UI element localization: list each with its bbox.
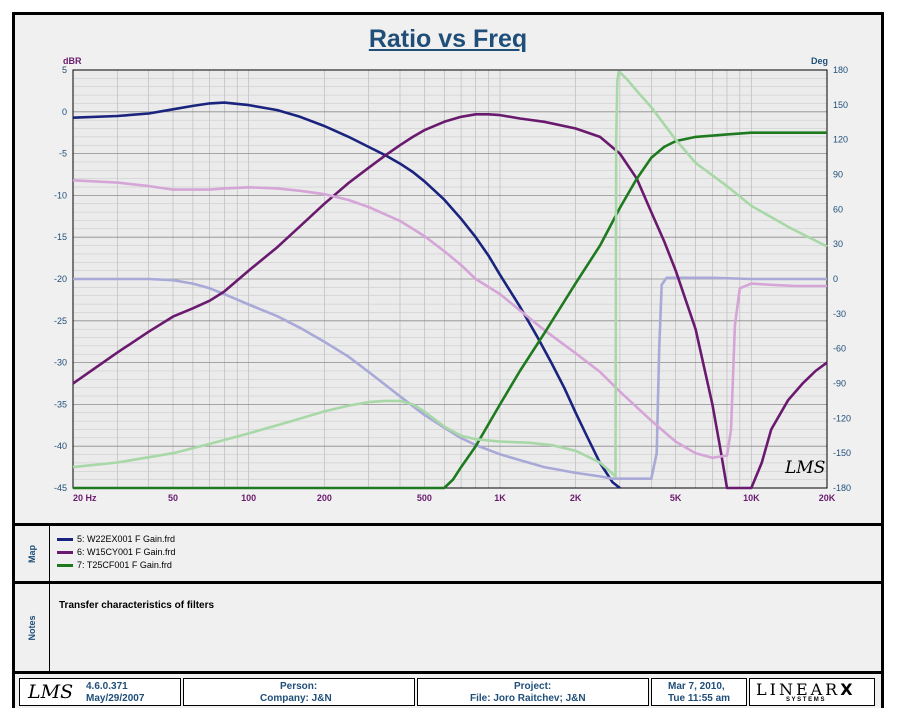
footer-brand-cell: LINEARX S Y S T E M S — [749, 678, 875, 706]
y-tick-label-left: -20 — [54, 274, 67, 284]
y-tick-label-right: -120 — [833, 413, 851, 423]
map-entry: 6: W15CY001 F Gain.frd — [57, 547, 176, 557]
footer-brand-sub: S Y S T E M S — [786, 697, 825, 703]
y-tick-label-right: -180 — [833, 483, 851, 493]
y-tick-label-right: -30 — [833, 309, 846, 319]
map-entry-label: 7: T25CF001 F Gain.frd — [77, 560, 172, 570]
chart-area: Ratio vs Freq 20 Hz 50 100 200 500 1K 2K 5K 10K 2… — [15, 15, 881, 523]
y-tick-label-right: 180 — [833, 65, 848, 75]
y-tick-label-left: 5 — [62, 65, 67, 75]
footer-version-date: May/29/2007 — [86, 693, 145, 704]
footer-project-cell: Project: File: Joro Raitchev; J&N — [417, 678, 649, 706]
map-entry-label: 5: W22EX001 F Gain.frd — [77, 534, 176, 544]
y-tick-label-right: 150 — [833, 100, 848, 110]
y-axis-label-right: Deg — [811, 56, 828, 66]
y-tick-label-right: 60 — [833, 204, 843, 214]
footer-brand-x: X — [840, 680, 856, 699]
series-layer — [72, 71, 828, 490]
map-entry: 7: T25CF001 F Gain.frd — [57, 560, 172, 570]
footer-person-label: Person: — [280, 681, 318, 692]
x-tick-label: 500 — [417, 493, 432, 503]
footer-version-cell: LMS 4.6.0.371 May/29/2007 — [19, 678, 181, 706]
x-tick-label: 10K — [743, 493, 760, 503]
y-tick-label-right: 90 — [833, 170, 843, 180]
map-entry-label: 6: W15CY001 F Gain.frd — [77, 547, 176, 557]
map-panel-label: Map — [27, 544, 37, 563]
x-tick-label: 5K — [670, 493, 682, 503]
ratio-vs-freq-chart: 20 Hz 50 100 200 500 1K 2K 5K 10K 20K50-5-10-15-2… — [54, 56, 851, 503]
svg-text:LMS: LMS — [784, 458, 825, 478]
y-axis-label-left: dBR — [63, 56, 82, 66]
y-tick-label-left: -45 — [54, 483, 67, 493]
footer-time: Tue 11:55 am — [668, 693, 731, 704]
map-panel-tab: Map — [15, 526, 50, 581]
chart-title: Ratio vs Freq — [368, 25, 528, 53]
lms-watermark-logo: LMS — [784, 458, 825, 478]
footer-company: Company: J&N — [260, 693, 332, 704]
series-line — [72, 113, 828, 490]
y-tick-label-right: 120 — [833, 135, 848, 145]
y-tick-label-right: 30 — [833, 239, 843, 249]
y-tick-label-left: -40 — [54, 441, 67, 451]
notes-text: Transfer characteristics of filters — [59, 600, 215, 611]
report-frame: Ratio vs Freq 20 Hz 50 100 200 500 1K 2K 5K 10K 2… — [12, 12, 884, 708]
map-entry-swatch — [57, 550, 73, 554]
footer-version: 4.6.0.371 — [86, 681, 128, 692]
y-tick-label-right: -150 — [833, 448, 851, 458]
footer-date: Mar 7, 2010, — [668, 681, 725, 692]
tick-label-layer: 20 Hz 50 100 200 500 1K 2K 5K 10K 20K50-5-10-15-2… — [54, 65, 851, 503]
series-line — [73, 276, 827, 480]
y-tick-label-left: 0 — [62, 107, 67, 117]
x-tick-label: 50 — [168, 493, 178, 503]
footer-file: File: Joro Raitchev; J&N — [470, 693, 586, 704]
x-tick-label: 100 — [241, 493, 256, 503]
footer-project-label: Project: — [514, 681, 552, 692]
map-entry-swatch — [57, 537, 73, 541]
footer-lms-logo: LMS — [28, 681, 74, 703]
series-line — [73, 131, 827, 490]
footer: LMS 4.6.0.371 May/29/2007 Person: Compan… — [15, 671, 881, 708]
footer-brand-text: LINEAR — [756, 680, 841, 699]
notes-panel-label: Notes — [27, 614, 37, 641]
x-tick-label: 1K — [494, 493, 506, 503]
y-tick-label-left: -5 — [59, 149, 67, 159]
series-line — [72, 101, 621, 490]
y-tick-label-right: -60 — [833, 344, 846, 354]
map-panel: Map 5: W22EX001 F Gain.frd 6: W15CY001 F… — [15, 523, 881, 581]
map-entry: 5: W22EX001 F Gain.frd — [57, 534, 175, 544]
footer-person-cell: Person: Company: J&N — [183, 678, 415, 706]
notes-panel: Notes Transfer characteristics of filter… — [15, 581, 881, 671]
x-tick-label: 200 — [317, 493, 332, 503]
y-tick-label-left: -25 — [54, 316, 67, 326]
map-entry-swatch — [57, 563, 73, 567]
y-tick-label-right: -90 — [833, 379, 846, 389]
y-tick-label-left: -10 — [54, 190, 67, 200]
x-tick-label: 20K — [819, 493, 836, 503]
series-line — [72, 71, 828, 478]
notes-panel-tab: Notes — [15, 584, 50, 671]
x-tick-label: 20 Hz — [73, 493, 97, 503]
footer-brand: LINEARX — [756, 680, 856, 699]
series-line — [72, 179, 827, 460]
y-tick-label-left: -15 — [54, 232, 67, 242]
x-tick-label: 2K — [570, 493, 582, 503]
y-tick-label-right: 0 — [833, 274, 838, 284]
y-tick-label-left: -30 — [54, 358, 67, 368]
footer-date-cell: Mar 7, 2010, Tue 11:55 am — [651, 678, 747, 706]
y-tick-label-left: -35 — [54, 399, 67, 409]
